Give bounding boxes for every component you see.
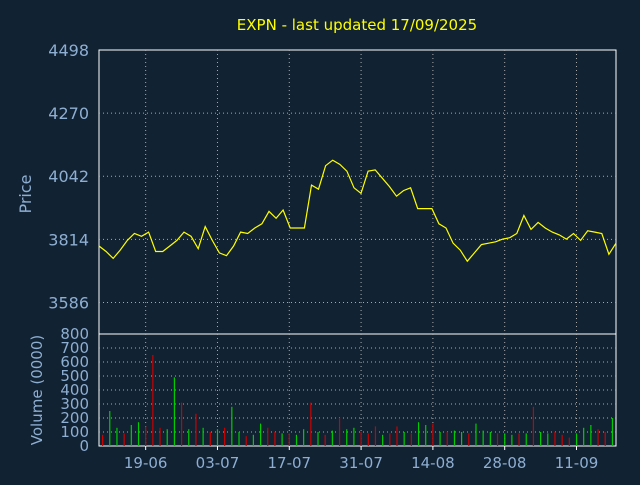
volume-tick-label: 500 [60,367,89,385]
price-axis-label: Price [16,174,35,213]
price-tick-label: 4498 [48,41,89,60]
volume-frame [98,333,617,447]
volume-tick-label: 600 [60,353,89,371]
x-tick-label: 28-08 [483,454,527,472]
volume-tick-label: 400 [60,381,89,399]
volume-tick-label: 700 [60,339,89,357]
volume-tick-label: 200 [60,409,89,427]
volume-tick-label: 100 [60,423,89,441]
price-tick-label: 4042 [48,167,89,186]
x-tick-label: 19-06 [124,454,168,472]
volume-tick-label: 300 [60,395,89,413]
price-frame [98,49,617,335]
price-tick-label: 3814 [48,230,89,249]
x-tick-label: 17-07 [267,454,311,472]
volume-axis-label: Volume (0000) [28,335,46,445]
chart-title: EXPN - last updated 17/09/2025 [237,16,477,34]
x-tick-label: 11-09 [555,454,599,472]
x-axis: 19-06 03-07 17-07 31-07 14-08 28-08 11-09 [124,446,598,472]
price-tick-label: 4270 [48,104,89,123]
price-line [98,159,617,263]
x-tick-label: 14-08 [411,454,455,472]
price-tick-label: 3586 [48,293,89,312]
volume-tick-label: 0 [79,437,89,455]
price-panel: 4498 4270 4042 3814 3586 Price [16,41,617,335]
x-tick-label: 03-07 [196,454,240,472]
x-tick-label: 31-07 [339,454,383,472]
volume-tick-label: 800 [60,325,89,343]
